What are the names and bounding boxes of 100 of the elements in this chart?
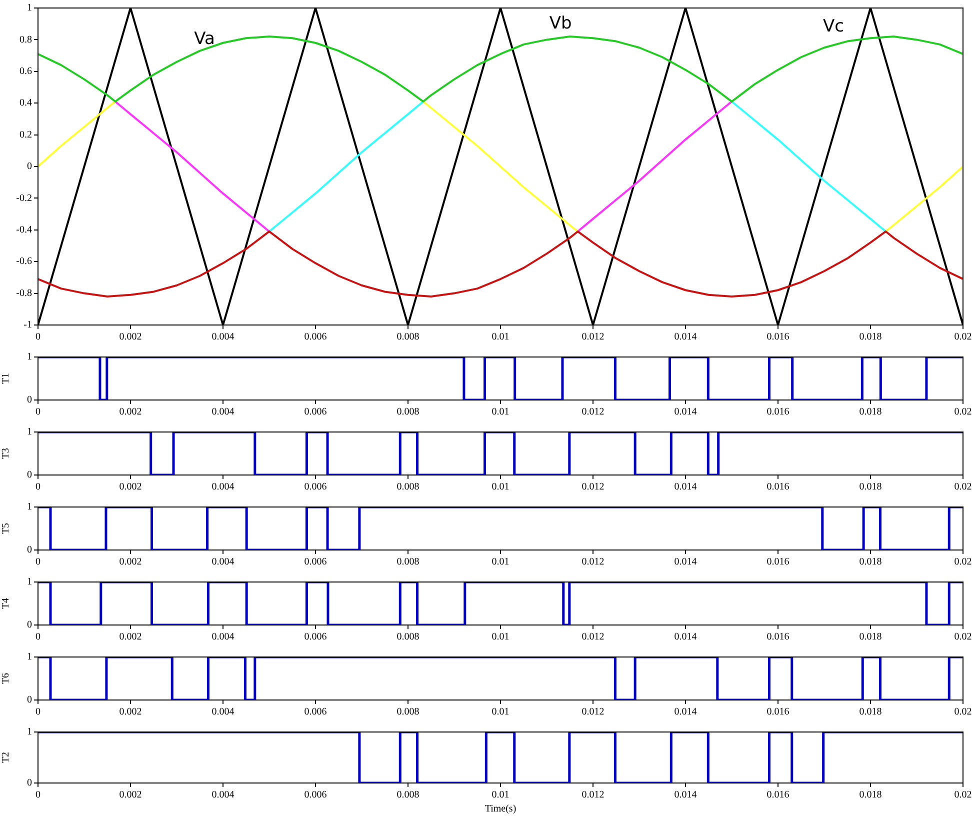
x-tick-label: 0.008 — [396, 790, 420, 801]
x-tick-label: 0.002 — [119, 556, 142, 568]
x-tick-label: 0.012 — [582, 706, 604, 718]
x-tick-label: 0.004 — [212, 332, 234, 343]
y-tick-label: 0 — [27, 161, 32, 172]
x-tick-label: 0.018 — [859, 632, 882, 643]
y-tick-label: 0.2 — [20, 129, 32, 140]
y-tick-label: 0 — [27, 544, 32, 556]
y-tick-label: -1 — [24, 320, 32, 331]
x-tick-label: 0 — [36, 790, 40, 801]
y-axis-title: T1 — [0, 372, 12, 384]
x-tick-label: 0.01 — [492, 790, 510, 801]
x-tick-label: 0.01 — [492, 706, 510, 718]
y-tick-label: -0.2 — [16, 192, 32, 204]
annotation: Vc — [823, 16, 844, 36]
x-tick-label: 0.008 — [396, 632, 420, 643]
x-tick-label: 0.006 — [304, 556, 327, 568]
y-tick-label: -0.4 — [16, 224, 32, 236]
y-axis-title: T2 — [0, 752, 12, 764]
y-tick-label: 0.6 — [20, 66, 32, 78]
y-tick-label: 1 — [27, 726, 32, 738]
x-tick-label: 0.006 — [304, 632, 327, 643]
x-tick-label: 0.01 — [492, 556, 510, 568]
x-tick-label: 0.008 — [396, 332, 420, 343]
x-tick-label: 0.018 — [859, 790, 882, 801]
x-tick-label: 0.016 — [766, 406, 790, 418]
x-tick-label: 0.01 — [492, 632, 510, 643]
x-tick-label: 0.012 — [582, 332, 604, 343]
x-tick-label: 0.014 — [674, 556, 697, 568]
y-axis-title: T3 — [0, 448, 12, 460]
x-tick-label: 0.004 — [212, 406, 234, 418]
y-tick-label: 1 — [27, 652, 32, 663]
x-tick-label: 0.012 — [582, 406, 604, 418]
x-tick-label: 0.008 — [396, 556, 420, 568]
x-tick-label: 0.016 — [766, 332, 790, 343]
y-tick-label: -0.6 — [16, 256, 32, 268]
x-tick-label: 0.016 — [766, 632, 790, 643]
x-tick-label: 0.02 — [954, 632, 972, 643]
x-tick-label: 0.018 — [859, 482, 882, 493]
y-tick-label: 0 — [27, 394, 32, 406]
x-tick-label: 0.018 — [859, 406, 882, 418]
x-tick-label: 0 — [36, 406, 40, 418]
x-tick-label: 0.004 — [212, 706, 234, 718]
x-tick-label: 0.016 — [766, 556, 790, 568]
x-tick-label: 0.014 — [674, 406, 697, 418]
y-tick-label: 1 — [27, 2, 32, 14]
y-tick-label: 1 — [27, 426, 32, 438]
x-tick-label: 0.008 — [396, 482, 420, 493]
y-axis-title: T4 — [0, 598, 12, 610]
x-tick-label: 0.016 — [766, 482, 790, 493]
x-tick-label: 0.02 — [954, 482, 972, 493]
x-tick-label: 0.002 — [119, 790, 142, 801]
x-tick-label: 0.006 — [304, 482, 327, 493]
x-tick-label: 0.012 — [582, 556, 604, 568]
x-tick-label: 0.02 — [954, 332, 972, 343]
x-tick-label: 0.002 — [119, 482, 142, 493]
x-tick-label: 0.006 — [304, 790, 327, 801]
y-tick-label: 0.4 — [20, 98, 32, 109]
x-tick-label: 0.02 — [954, 790, 972, 801]
x-tick-label: 0.014 — [674, 482, 697, 493]
x-tick-label: 0.018 — [859, 706, 882, 718]
x-tick-label: 0 — [36, 706, 40, 718]
x-tick-label: 0.006 — [304, 406, 327, 418]
x-tick-label: 0.02 — [954, 706, 972, 718]
x-tick-label: 0.004 — [212, 556, 234, 568]
y-tick-label: 1 — [27, 352, 32, 363]
x-tick-label: 0.004 — [212, 632, 234, 643]
y-axis-title: T5 — [0, 522, 12, 534]
annotation: Va — [194, 29, 215, 50]
y-tick-label: 0 — [27, 620, 32, 631]
x-tick-label: 0.014 — [674, 632, 697, 643]
x-tick-label: 0.016 — [766, 706, 790, 718]
y-tick-label: -0.8 — [16, 288, 32, 299]
y-tick-label: 0 — [27, 778, 32, 789]
x-tick-label: 0.01 — [492, 482, 510, 493]
x-tick-label: 0.004 — [212, 482, 234, 493]
x-tick-label: 0.016 — [766, 790, 790, 801]
x-tick-label: 0.01 — [492, 332, 510, 343]
x-tick-label: 0.012 — [582, 482, 604, 493]
x-tick-label: 0.002 — [119, 406, 142, 418]
x-tick-label: 0.02 — [954, 556, 972, 568]
x-tick-label: 0.02 — [954, 406, 972, 418]
x-tick-label: 0.014 — [674, 332, 697, 343]
x-tick-label: 0.008 — [396, 406, 420, 418]
x-tick-label: 0.002 — [119, 332, 142, 343]
x-tick-label: 0.01 — [492, 406, 510, 418]
x-tick-label: 0.012 — [582, 632, 604, 643]
x-tick-label: 0.018 — [859, 556, 882, 568]
x-tick-label: 0.014 — [674, 706, 697, 718]
x-tick-label: 0 — [36, 332, 40, 343]
x-tick-label: 0.006 — [304, 332, 327, 343]
y-tick-label: 0 — [27, 470, 32, 481]
y-tick-label: 0 — [27, 694, 32, 706]
x-tick-label: 0.002 — [119, 706, 142, 718]
annotation: Vb — [549, 13, 572, 34]
x-tick-label: 0.002 — [119, 632, 142, 643]
x-axis-title: Time(s) — [484, 804, 516, 815]
x-tick-label: 0.004 — [212, 790, 234, 801]
x-tick-label: 0 — [36, 556, 40, 568]
y-tick-label: 1 — [27, 502, 32, 513]
